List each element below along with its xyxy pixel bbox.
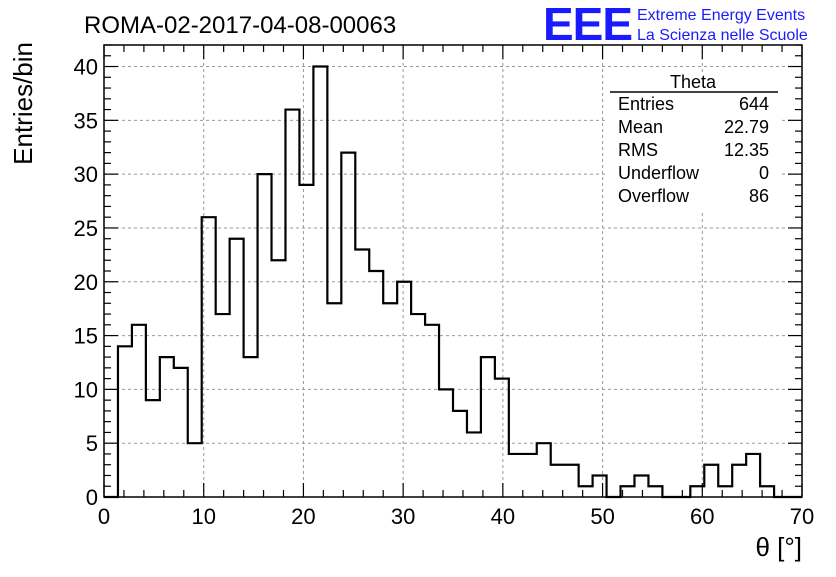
y-axis-label: Entries/bin <box>8 42 38 165</box>
y-tick-label: 25 <box>74 216 98 241</box>
histogram-bin <box>383 303 397 497</box>
histogram-bin <box>216 314 230 497</box>
histogram-bin <box>746 454 760 497</box>
stats-box: Theta Entries 644 Mean 22.79 RMS 12.35 U… <box>608 72 780 210</box>
histogram-bin <box>230 239 244 497</box>
stats-value-mean: 22.79 <box>724 117 769 137</box>
histogram-bin <box>704 465 718 497</box>
histogram-bin <box>411 314 425 497</box>
histogram-bin <box>718 486 732 497</box>
histogram-bin <box>648 486 662 497</box>
histogram-bin <box>160 357 174 497</box>
histogram-bin <box>634 475 648 497</box>
histogram-bin <box>118 346 132 497</box>
stats-label-mean: Mean <box>618 117 663 137</box>
eee-logo: EEE Extreme Energy Events La Scienza nel… <box>543 0 808 50</box>
stats-label-overflow: Overflow <box>618 186 690 206</box>
stats-label-entries: Entries <box>618 94 674 114</box>
x-tick-label: 60 <box>690 504 714 529</box>
y-tick-label: 10 <box>74 377 98 402</box>
x-tick-label: 70 <box>790 504 814 529</box>
x-tick-label: 30 <box>391 504 415 529</box>
histogram-bin <box>355 249 369 497</box>
histogram-bin <box>313 67 327 497</box>
y-tick-label: 0 <box>86 485 98 510</box>
x-tick-label: 40 <box>491 504 515 529</box>
x-tick-label: 50 <box>590 504 614 529</box>
histogram-bin <box>481 357 495 497</box>
x-tick-label: 20 <box>291 504 315 529</box>
histogram-bin <box>495 379 509 497</box>
y-tick-label: 20 <box>74 270 98 295</box>
y-tick-label: 35 <box>74 108 98 133</box>
histogram-bin <box>425 325 439 497</box>
histogram-bin <box>285 110 299 497</box>
y-tick-label: 5 <box>86 431 98 456</box>
histogram-bin <box>579 486 593 497</box>
stats-value-overflow: 86 <box>749 186 769 206</box>
histogram-bin <box>369 271 383 497</box>
histogram-bin <box>397 282 411 497</box>
y-tick-label: 30 <box>74 162 98 187</box>
histogram-bin <box>593 475 607 497</box>
stats-box-title: Theta <box>670 72 717 92</box>
logo-line-2: La Scienza nelle Scuole <box>637 27 808 44</box>
tick-labels: 0 10 20 30 40 50 60 70 0 5 10 15 20 25 30 35 40 <box>74 55 815 529</box>
logo-mark: EEE <box>543 0 632 50</box>
histogram-bin <box>202 217 216 497</box>
histogram-bin <box>272 260 286 497</box>
histogram-bin <box>523 454 537 497</box>
histogram-bin <box>732 465 746 497</box>
stats-value-entries: 644 <box>739 94 769 114</box>
histogram-bin <box>146 400 160 497</box>
histogram-bin <box>467 432 481 497</box>
histogram-bin <box>565 465 579 497</box>
histogram-bin <box>327 303 341 497</box>
x-tick-label: 10 <box>191 504 215 529</box>
y-tick-label: 15 <box>74 324 98 349</box>
histogram-bin <box>537 443 551 497</box>
histogram-bin <box>341 153 355 497</box>
histogram-bin <box>299 185 313 497</box>
stats-box-frame <box>608 72 780 210</box>
chart-title: ROMA-02-2017-04-08-00063 <box>84 12 396 39</box>
x-tick-label: 0 <box>98 504 110 529</box>
logo-line-1: Extreme Energy Events <box>637 7 805 24</box>
histogram-bin <box>453 411 467 497</box>
stats-label-underflow: Underflow <box>618 163 700 183</box>
histogram-bin <box>132 325 146 497</box>
histogram-bin <box>244 357 258 497</box>
histogram-bin <box>188 443 202 497</box>
axes <box>103 44 803 498</box>
histogram-bin <box>439 389 453 497</box>
histogram-bin <box>258 174 272 497</box>
y-tick-label: 40 <box>74 55 98 80</box>
stats-value-underflow: 0 <box>759 163 769 183</box>
x-axis-label: θ [°] <box>755 532 802 562</box>
stats-value-rms: 12.35 <box>724 140 769 160</box>
histogram-bin <box>509 454 523 497</box>
stats-label-rms: RMS <box>618 140 658 160</box>
histogram-bin <box>174 368 188 497</box>
